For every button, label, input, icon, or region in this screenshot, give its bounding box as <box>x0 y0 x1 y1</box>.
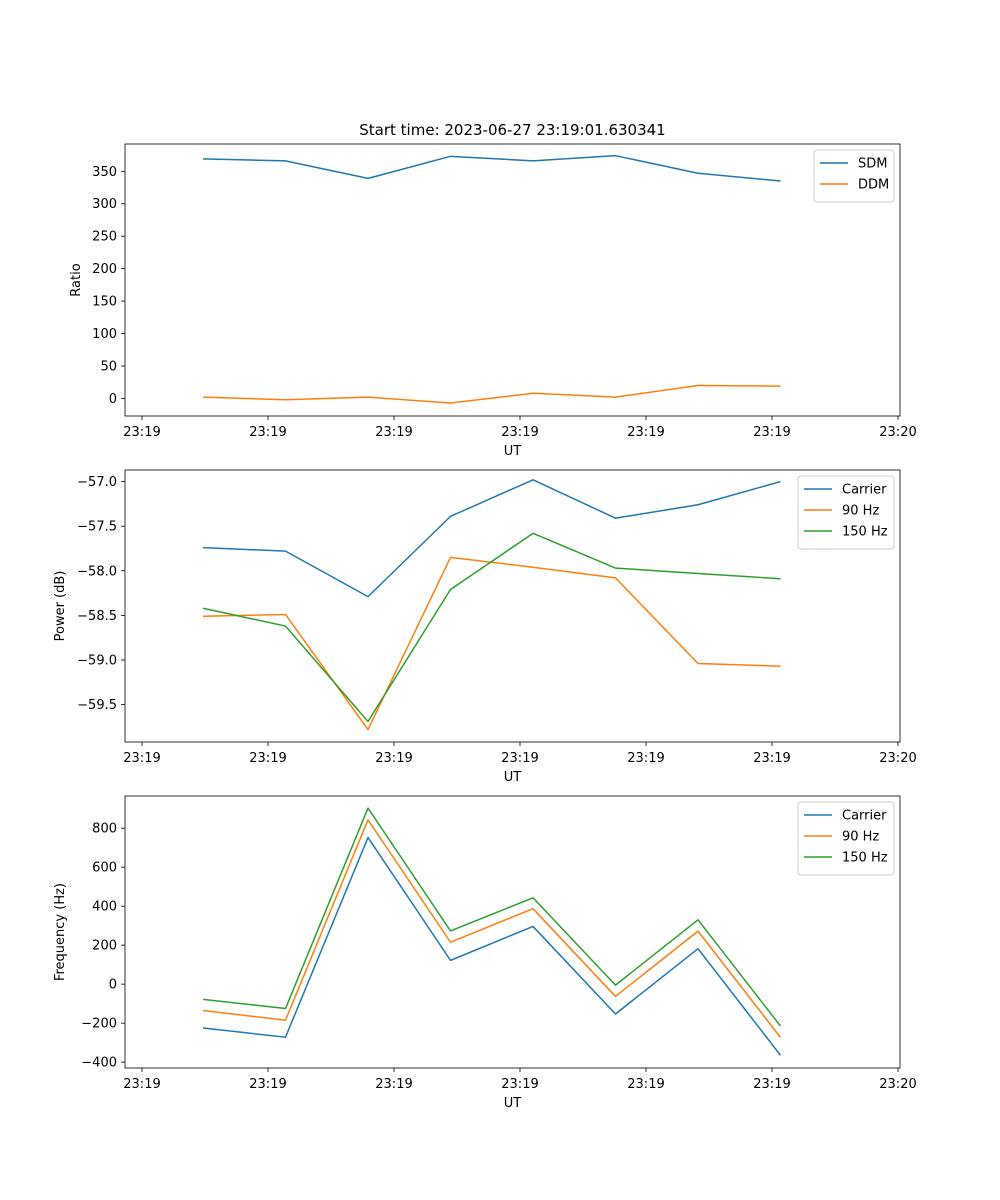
y-tick-label: −200 <box>81 1017 117 1032</box>
y-tick-label: −400 <box>81 1056 117 1071</box>
y-tick-label: 0 <box>109 392 117 407</box>
legend: SDM DDM <box>813 149 895 203</box>
x-tick-label: 23:19 <box>753 425 790 440</box>
x-axis-label: UT <box>504 444 522 459</box>
series-line-sdm <box>202 154 781 182</box>
y-tick-label: 350 <box>92 165 117 180</box>
x-tick-label: 23:19 <box>501 425 538 440</box>
series-line-ddm <box>202 384 781 404</box>
y-tick-label: −59.5 <box>77 698 117 713</box>
y-tick-label: 100 <box>92 327 117 342</box>
axes-frame <box>124 469 901 743</box>
legend-label: 90 Hz <box>842 504 879 519</box>
y-tick-label: 400 <box>92 900 117 915</box>
chart-title: Start time: 2023-06-27 23:19:01.630341 <box>359 121 665 139</box>
y-tick-label: 200 <box>92 262 117 277</box>
legend: Carrier 90 Hz 150 Hz <box>797 475 895 550</box>
legend-label: 150 Hz <box>842 851 888 866</box>
y-axis-label: Power (dB) <box>53 571 68 642</box>
chart-panel-1: Start time: 2023-06-27 23:19:01.630341 23… <box>69 121 917 459</box>
y-tick-label: 250 <box>92 230 117 245</box>
y-tick-label: −58.0 <box>77 564 117 579</box>
y-tick-label: 200 <box>92 939 117 954</box>
x-tick-label: 23:19 <box>627 751 664 766</box>
chart-panel-2: 23:19 23:19 23:19 23:19 23:19 23:19 23:20 UT −59… <box>53 469 917 785</box>
y-tick-label: 800 <box>92 822 117 837</box>
x-axis-label: UT <box>504 770 522 785</box>
legend-label: 90 Hz <box>842 830 879 845</box>
chart-panel-3: 23:19 23:19 23:19 23:19 23:19 23:19 23:20 UT −40… <box>53 795 917 1111</box>
series-line-150-hz <box>202 532 781 723</box>
x-tick-label: 23:19 <box>627 425 664 440</box>
x-tick-label: 23:19 <box>501 751 538 766</box>
legend-label: SDM <box>858 157 887 172</box>
legend-label: DDM <box>858 178 889 193</box>
x-tick-label: 23:19 <box>249 425 286 440</box>
series-line-150-hz <box>202 807 782 1027</box>
legend-label: 150 Hz <box>842 525 888 540</box>
y-tick-label: 150 <box>92 295 117 310</box>
x-tick-label: 23:20 <box>879 425 916 440</box>
y-axis-label: Ratio <box>69 263 84 296</box>
legend-label: Carrier <box>842 483 887 498</box>
y-tick-label: −59.0 <box>77 653 117 668</box>
legend: Carrier 90 Hz 150 Hz <box>797 801 895 876</box>
axes-frame <box>124 795 901 1069</box>
x-tick-label: 23:19 <box>375 1077 412 1092</box>
x-tick-label: 23:19 <box>123 751 160 766</box>
series-line-carrier <box>202 836 782 1056</box>
series-line-90-hz <box>202 819 782 1038</box>
y-tick-label: −58.5 <box>77 609 117 624</box>
y-tick-label: −57.0 <box>77 475 117 490</box>
x-tick-label: 23:19 <box>753 751 790 766</box>
axes-frame <box>124 143 901 417</box>
series-line-carrier <box>202 479 781 598</box>
y-tick-label: 300 <box>92 197 117 212</box>
y-tick-label: 600 <box>92 861 117 876</box>
x-tick-label: 23:19 <box>753 1077 790 1092</box>
y-axis-label: Frequency (Hz) <box>53 883 68 981</box>
x-tick-label: 23:20 <box>879 751 916 766</box>
x-tick-label: 23:20 <box>879 1077 916 1092</box>
x-tick-label: 23:19 <box>123 1077 160 1092</box>
x-tick-label: 23:19 <box>627 1077 664 1092</box>
x-tick-label: 23:19 <box>501 1077 538 1092</box>
y-tick-label: −57.5 <box>77 520 117 535</box>
y-tick-label: 0 <box>109 978 117 993</box>
legend-label: Carrier <box>842 809 887 824</box>
y-tick-label: 50 <box>100 360 117 375</box>
x-tick-label: 23:19 <box>375 751 412 766</box>
x-tick-label: 23:19 <box>249 751 286 766</box>
x-tick-label: 23:19 <box>249 1077 286 1092</box>
x-tick-label: 23:19 <box>123 425 160 440</box>
x-axis-label: UT <box>504 1096 522 1111</box>
x-tick-label: 23:19 <box>375 425 412 440</box>
